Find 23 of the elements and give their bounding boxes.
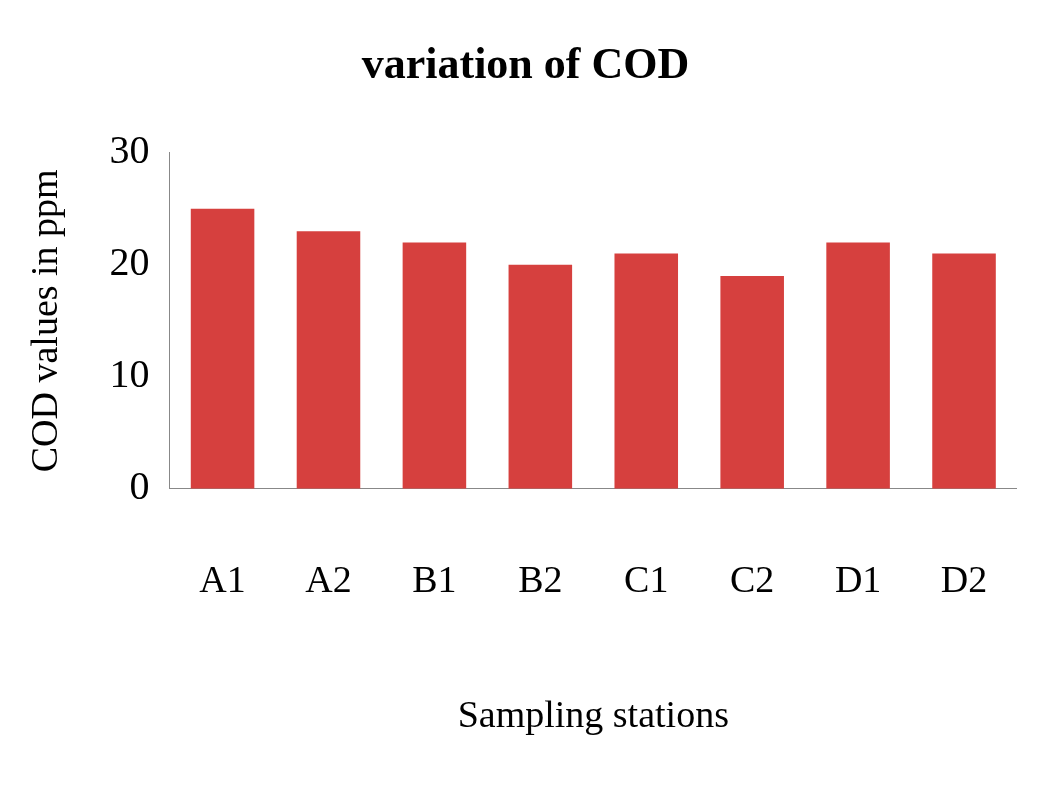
- x-tick-label: D1: [834, 557, 882, 600]
- bar: [296, 231, 361, 489]
- y-tick-label: 0: [129, 463, 150, 509]
- bar: [190, 208, 255, 489]
- bar: [720, 276, 784, 489]
- bar: [932, 253, 996, 489]
- x-tick-label: C1: [624, 557, 669, 600]
- bar: [402, 242, 467, 489]
- bar: [508, 264, 573, 489]
- x-tick-label: A1: [199, 557, 246, 600]
- bar: [614, 253, 679, 489]
- y-tick-label: 20: [109, 239, 150, 285]
- x-tick-label: B1: [412, 557, 457, 600]
- x-tick-label: B2: [518, 557, 563, 600]
- x-tick-label: C2: [730, 557, 775, 600]
- y-axis-title: COD values in ppm: [22, 169, 65, 473]
- y-tick-label: 10: [109, 351, 150, 397]
- bar: [826, 242, 890, 489]
- y-tick-label: 30: [109, 127, 150, 173]
- x-tick-label: D2: [940, 557, 988, 600]
- x-axis-title: Sampling stations: [457, 693, 729, 736]
- x-tick-label: A2: [305, 557, 352, 600]
- chart-title: variation of COD: [361, 38, 690, 88]
